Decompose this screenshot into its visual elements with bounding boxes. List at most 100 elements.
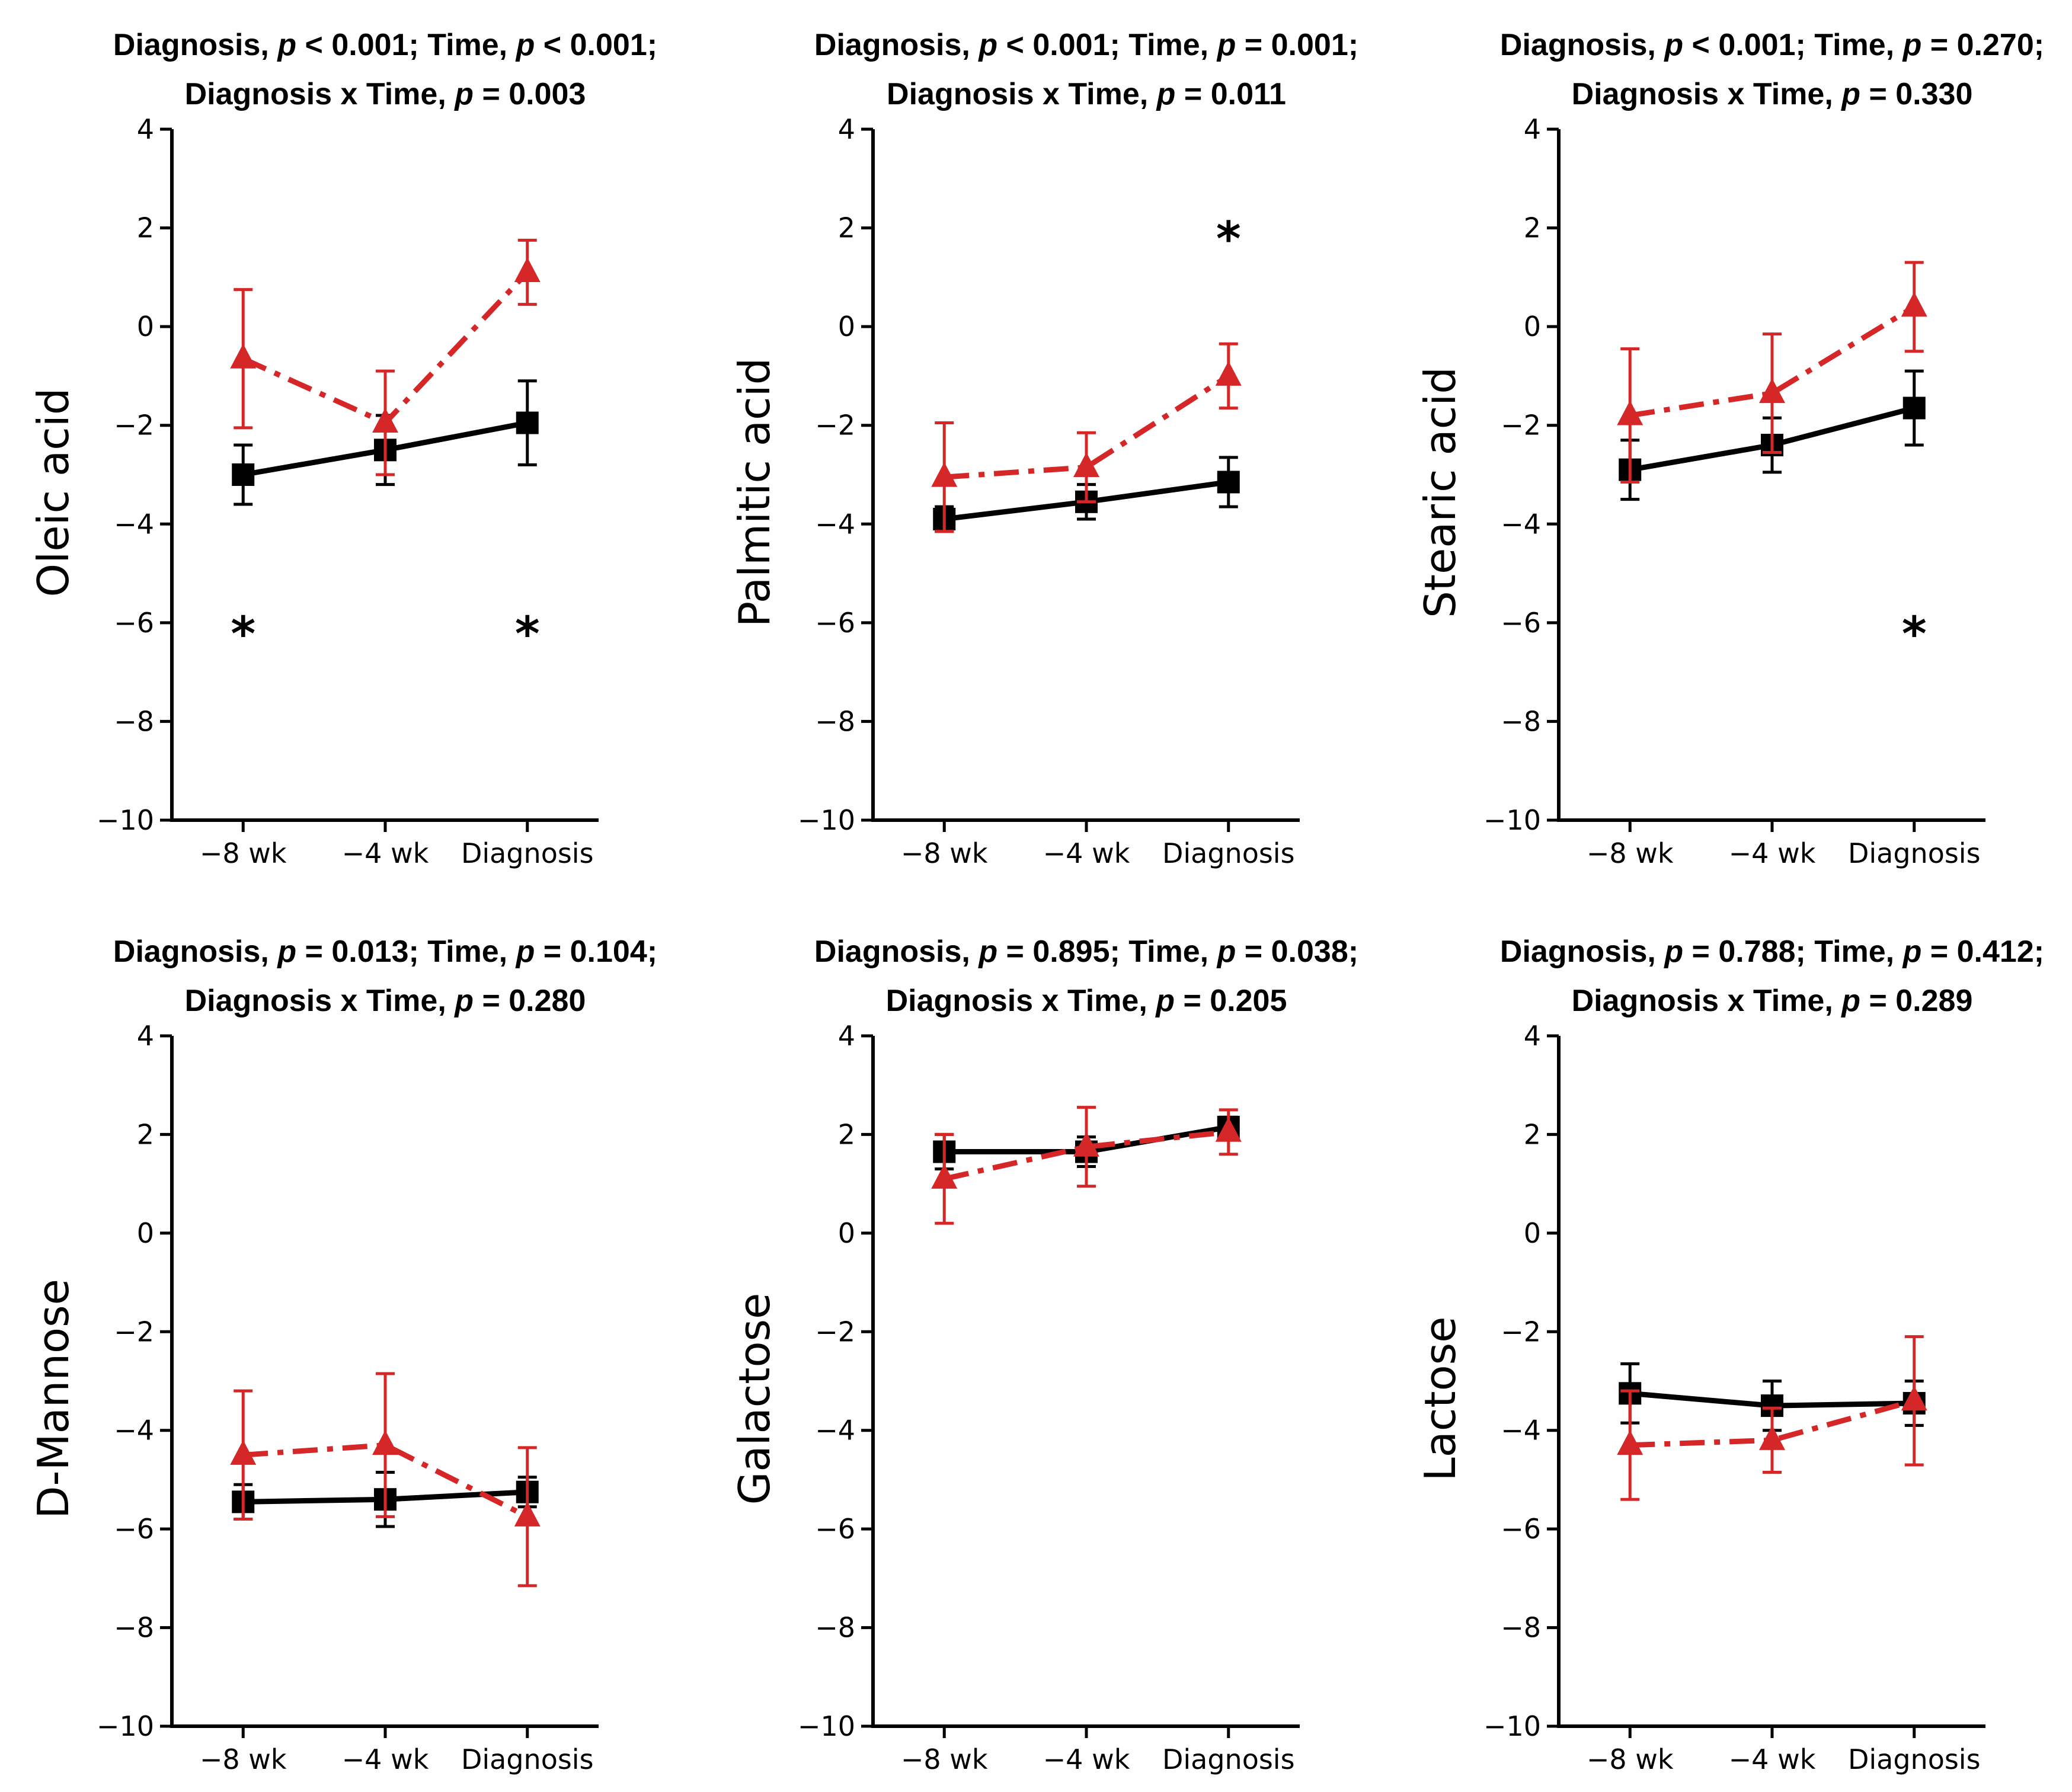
x-tick-label: −4 wk: [342, 837, 429, 869]
x-tick-label: −8 wk: [901, 1743, 988, 1775]
data-point-case: [1617, 400, 1643, 425]
x-tick-label: −4 wk: [1729, 1743, 1816, 1775]
y-tick-label: −4: [1501, 508, 1541, 540]
data-point-case: [1901, 1385, 1927, 1411]
chart-title-line: Diagnosis, p = 0.013; Time, p = 0.104;: [113, 935, 657, 969]
data-point-case: [1073, 452, 1099, 478]
x-tick-label: Diagnosis: [461, 837, 594, 869]
chart-title-segment: Diagnosis,: [814, 935, 979, 969]
chart-title-line: Diagnosis, p = 0.788; Time, p = 0.412;: [1500, 935, 2044, 969]
y-tick-label: 4: [137, 1020, 154, 1052]
x-tick-label: −4 wk: [1729, 837, 1816, 869]
data-point-case: [514, 1502, 541, 1527]
chart-title-line: Diagnosis x Time, p = 0.205: [886, 984, 1287, 1018]
chart-title-segment: = 0.412;: [1921, 935, 2044, 969]
chart-title-segment: p: [515, 935, 535, 969]
y-tick-label: −2: [1501, 409, 1541, 441]
significance-star: *: [1216, 212, 1241, 267]
y-tick-label: 2: [137, 212, 154, 244]
y-tick-label: −10: [1483, 1710, 1541, 1742]
chart-title-segment: = 0.289: [1860, 984, 1972, 1018]
data-point-control: [1217, 471, 1240, 494]
y-tick-label: −10: [798, 1710, 855, 1742]
x-tick-label: Diagnosis: [1848, 837, 1981, 869]
y-tick-label: 2: [1524, 212, 1541, 244]
chart-title-segment: p: [276, 935, 296, 969]
y-tick-label: 4: [838, 1020, 855, 1052]
data-point-case: [1215, 1116, 1242, 1142]
data-point-case: [230, 1440, 257, 1465]
y-tick-label: −6: [1501, 1513, 1541, 1545]
y-tick-label: −6: [815, 607, 855, 639]
x-tick-label: Diagnosis: [461, 1743, 594, 1775]
y-tick-label: −8: [815, 1612, 855, 1644]
chart-title-segment: Diagnosis x Time,: [185, 77, 455, 111]
chart-title-segment: Diagnosis x Time,: [185, 984, 455, 1018]
chart-title-segment: = 0.205: [1175, 984, 1287, 1018]
chart-title-line: Diagnosis x Time, p = 0.280: [185, 984, 586, 1018]
y-tick-label: 2: [137, 1118, 154, 1150]
y-tick-label: −8: [114, 1612, 154, 1644]
y-tick-label: −8: [1501, 705, 1541, 737]
y-tick-label: −2: [815, 1316, 855, 1348]
y-axis-label: Palmitic acid: [730, 358, 779, 628]
y-tick-label: 2: [1524, 1118, 1541, 1150]
chart-title-segment: = 0.280: [474, 984, 586, 1018]
series-line-case: [944, 373, 1230, 480]
chart-title-segment: = 0.011: [1175, 77, 1286, 111]
x-tick-label: −8 wk: [200, 1743, 287, 1775]
chart-title-line: Diagnosis, p = 0.895; Time, p = 0.038;: [814, 935, 1358, 969]
data-point-case: [1215, 361, 1242, 386]
chart-title-segment: < 0.001; Time,: [1683, 28, 1902, 62]
series-line-case: [1629, 304, 1916, 418]
x-tick-label: −8 wk: [901, 837, 988, 869]
chart-title-segment: p: [977, 935, 997, 969]
data-point-control: [232, 463, 255, 486]
y-tick-label: −8: [815, 705, 855, 737]
chart-title-line: Diagnosis x Time, p = 0.011: [887, 77, 1286, 111]
data-point-case: [230, 343, 257, 369]
y-axis-label: Stearic acid: [1415, 367, 1465, 618]
chart-title-segment: = 0.013; Time,: [296, 935, 516, 969]
y-tick-label: −2: [114, 409, 154, 441]
y-axis-label: D-Mannose: [28, 1279, 78, 1519]
chart-title-segment: Diagnosis,: [113, 935, 277, 969]
chart-title-line: Diagnosis x Time, p = 0.003: [185, 77, 586, 111]
chart-title-segment: < 0.001; Time,: [997, 28, 1217, 62]
chart-panel-5: Diagnosis, p = 0.895; Time, p = 0.038;Di…: [730, 935, 1358, 1775]
chart-title-line: Diagnosis x Time, p = 0.330: [1572, 77, 1973, 111]
significance-star: *: [515, 607, 540, 662]
y-tick-label: −2: [815, 409, 855, 441]
data-point-case: [372, 408, 398, 433]
chart-title-segment: p: [1840, 984, 1860, 1018]
y-tick-label: −10: [1483, 804, 1541, 836]
x-tick-label: −8 wk: [200, 837, 287, 869]
chart-title-segment: p: [1156, 77, 1176, 111]
y-tick-label: 4: [1524, 1020, 1541, 1052]
chart-title-segment: p: [1902, 935, 1922, 969]
data-point-case: [931, 1164, 958, 1189]
data-point-case: [1073, 1131, 1099, 1157]
x-tick-label: −8 wk: [1587, 837, 1674, 869]
chart-title-segment: p: [1663, 935, 1683, 969]
y-tick-label: −10: [97, 1710, 154, 1742]
chart-title-segment: p: [1216, 28, 1236, 62]
y-tick-label: −4: [815, 508, 855, 540]
significance-star: *: [1902, 607, 1927, 662]
chart-title-segment: < 0.001; Time,: [296, 28, 516, 62]
chart-title-segment: p: [453, 984, 474, 1018]
chart-title-segment: p: [1902, 28, 1922, 62]
y-tick-label: −6: [114, 1513, 154, 1545]
y-tick-label: −2: [114, 1316, 154, 1348]
chart-title-segment: Diagnosis x Time,: [886, 984, 1156, 1018]
data-point-control: [516, 411, 539, 434]
y-axis-label: Lactose: [1415, 1317, 1465, 1481]
chart-title-segment: p: [977, 28, 997, 62]
y-tick-label: 0: [137, 1217, 154, 1249]
chart-panel-3: Diagnosis, p < 0.001; Time, p = 0.270;Di…: [1415, 28, 2044, 869]
y-tick-label: −6: [815, 1513, 855, 1545]
y-tick-label: 0: [1524, 1217, 1541, 1249]
chart-title-line: Diagnosis, p < 0.001; Time, p = 0.001;: [814, 28, 1358, 62]
chart-title-segment: p: [1216, 935, 1236, 969]
y-tick-label: −2: [1501, 1316, 1541, 1348]
